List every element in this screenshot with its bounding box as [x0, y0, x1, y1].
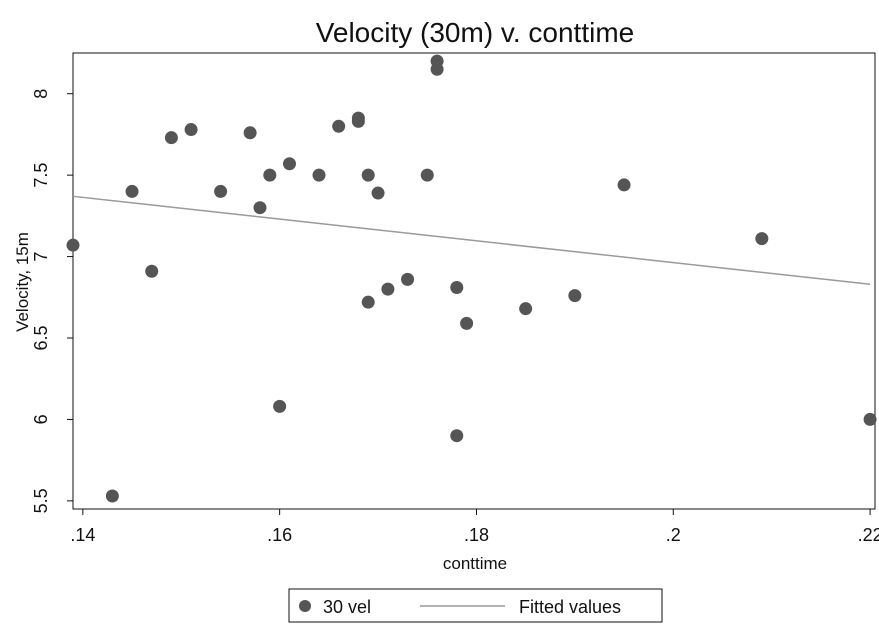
- scatter-point: [184, 123, 198, 137]
- scatter-point: [617, 178, 631, 192]
- x-tick-label: .14: [70, 525, 95, 545]
- scatter-point: [450, 429, 464, 443]
- scatter-point: [263, 168, 277, 182]
- scatter-point: [361, 168, 375, 182]
- scatter-point: [450, 281, 464, 295]
- scatter-point: [273, 399, 287, 413]
- scatter-point: [253, 201, 267, 215]
- scatter-point: [568, 289, 582, 303]
- scatter-point: [371, 186, 385, 200]
- y-tick-label: 7: [31, 252, 51, 262]
- scatter-point: [351, 111, 365, 125]
- scatter-point: [361, 295, 375, 309]
- scatter-point: [164, 131, 178, 145]
- data-series-layer: [66, 54, 877, 503]
- y-tick-label: 7.5: [31, 163, 51, 188]
- scatter-point: [125, 184, 139, 198]
- scatter-point: [420, 168, 434, 182]
- scatter-point: [519, 302, 533, 316]
- y-tick-label: 5.5: [31, 488, 51, 513]
- scatter-point: [243, 126, 257, 140]
- scatter-point: [312, 168, 326, 182]
- x-tick-label: .2: [666, 525, 681, 545]
- scatter-point: [282, 157, 296, 171]
- y-axis: 5.5 6 6.5 7 7.5 8: [31, 89, 73, 513]
- legend-marker-scatter: [299, 600, 311, 612]
- scatter-point: [863, 412, 877, 426]
- scatter-point: [332, 119, 346, 133]
- legend-label-scatter: 30 vel: [323, 597, 371, 617]
- y-tick-label: 8: [31, 89, 51, 99]
- scatter-point: [214, 184, 228, 198]
- scatter-point: [145, 264, 159, 278]
- x-tick-label: .16: [267, 525, 292, 545]
- y-tick-label: 6: [31, 414, 51, 424]
- y-tick-label: 6.5: [31, 325, 51, 350]
- scatter-point: [381, 282, 395, 296]
- scatter-point: [401, 272, 415, 286]
- scatter-point: [460, 316, 474, 330]
- legend: 30 vel Fitted values: [288, 588, 663, 623]
- x-axis-label: conttime: [443, 554, 507, 573]
- y-axis-label: Velocity, 15m: [13, 232, 32, 332]
- x-tick-label: .22: [858, 525, 879, 545]
- x-tick-label: .18: [464, 525, 489, 545]
- scatter-point: [66, 238, 80, 252]
- x-axis: .14 .16 .18 .2 .22: [70, 509, 879, 545]
- chart-title: Velocity (30m) v. conttime: [316, 17, 634, 48]
- plot-area-frame: [72, 52, 876, 510]
- scatter-point: [430, 62, 444, 76]
- fitted-line: [72, 195, 871, 286]
- scatter-point: [755, 232, 769, 246]
- scatter-point: [105, 489, 119, 503]
- legend-label-fitted: Fitted values: [519, 597, 621, 617]
